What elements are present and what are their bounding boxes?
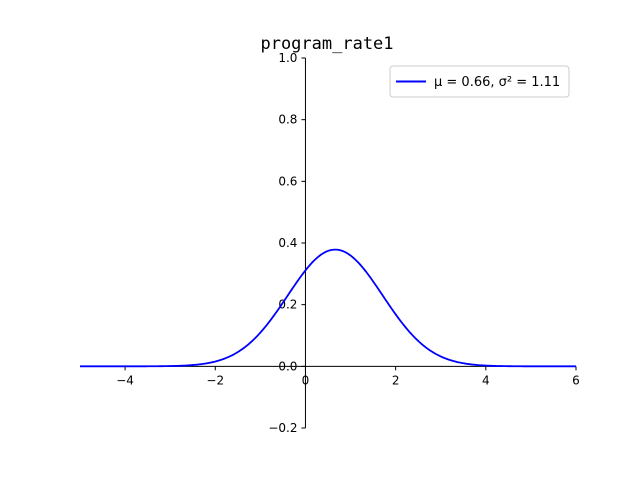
legend: μ = 0.66, σ² = 1.11 (389, 65, 570, 98)
x-tick-label: 6 (572, 373, 580, 387)
y-tick-label: −0.2 (268, 421, 297, 435)
axes: −4 −2 0 2 4 6−0.20.00.20.40.60.81.0 (80, 51, 580, 435)
series-line (80, 248, 576, 368)
y-tick-label: 0.6 (278, 174, 297, 188)
y-tick-label: 0.0 (278, 359, 297, 373)
x-tick-label: 0 (302, 373, 310, 387)
x-tick-label: 4 (482, 373, 490, 387)
x-tick-label: −4 (116, 373, 134, 387)
series-layer (80, 248, 576, 368)
x-tick-label: 2 (392, 373, 400, 387)
chart-title: program_rate1 (260, 34, 393, 54)
y-tick-label: 0.4 (278, 236, 297, 250)
legend-frame (389, 65, 570, 98)
x-tick-label: −2 (206, 373, 224, 387)
y-tick-label: 0.8 (278, 113, 297, 127)
y-tick-label: 1.0 (278, 51, 297, 65)
legend-entry-label: μ = 0.66, σ² = 1.11 (434, 75, 560, 90)
